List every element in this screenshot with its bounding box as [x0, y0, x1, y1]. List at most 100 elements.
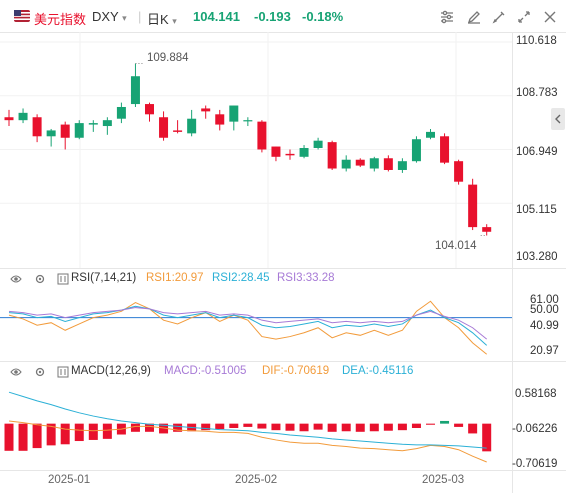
macd-line-dif [8, 420, 487, 463]
candle-body [32, 117, 42, 137]
candle-body [18, 112, 28, 121]
candlestick-plot[interactable] [0, 32, 512, 268]
rsi-tick: 20.97 [530, 345, 559, 357]
date-tick: 2025-03 [422, 474, 465, 486]
candle-body [46, 130, 56, 137]
candle-body [426, 131, 435, 138]
macd-histogram-bar [369, 423, 379, 432]
candle-body [229, 105, 239, 122]
macd-histogram-bar [74, 423, 84, 442]
macd-histogram-bar [482, 423, 492, 452]
close-icon[interactable] [541, 9, 559, 25]
rsi1-value: RSI1:20.97 [146, 272, 204, 284]
candle-body [4, 117, 14, 121]
gear-icon[interactable] [34, 273, 46, 285]
macd-histogram-bar [313, 423, 323, 430]
expand-icon[interactable] [516, 9, 534, 25]
rsi-line-rsi2 [8, 305, 488, 346]
rsi-plot[interactable] [0, 290, 512, 360]
candle-body [116, 106, 126, 119]
candle-body [327, 142, 337, 169]
macd-line-dea [8, 391, 487, 449]
price-tick: 105.115 [516, 204, 557, 216]
interval-caret: ▾ [172, 16, 177, 26]
macd-histogram-bar [130, 423, 140, 432]
candle-body [145, 104, 154, 115]
dea-value: DEA:-0.45116 [342, 365, 414, 377]
candle-body [201, 108, 211, 112]
collapse-panel-button[interactable] [551, 108, 565, 130]
candle-body [341, 159, 351, 169]
macd-histogram-bar [173, 423, 183, 432]
candle-body [440, 136, 450, 163]
candle-body [88, 123, 98, 125]
candle-body [299, 148, 309, 157]
rsi-tick: 50.00 [530, 304, 559, 316]
header-border [0, 32, 566, 33]
candle-body [257, 121, 267, 150]
macd-histogram-bar [397, 423, 407, 431]
panel-divider [0, 268, 566, 269]
candle-body [243, 120, 253, 122]
candle-body [482, 227, 492, 232]
interval-selector[interactable]: 日K ▾ [147, 9, 177, 28]
macd-histogram-bar [18, 423, 28, 451]
pen-icon[interactable] [490, 9, 508, 25]
candle-body [102, 120, 112, 127]
macd-histogram-bar [355, 423, 365, 432]
date-tick: 2025-02 [235, 474, 278, 486]
candle-body [383, 158, 393, 170]
price-tick: 110.618 [516, 35, 557, 47]
eye-icon[interactable] [10, 366, 22, 378]
gear-icon[interactable] [34, 366, 46, 378]
pencil-icon[interactable] [465, 9, 483, 25]
macd-histogram-bar [257, 423, 267, 429]
price-axis-border [512, 32, 513, 493]
macd-histogram-bar [4, 423, 14, 451]
date-tick: 2025-01 [48, 474, 91, 486]
macd-legend: MACD(12,26,9) MACD:-0.51005 DIF:-0.70619… [0, 363, 566, 381]
eye-icon[interactable] [10, 273, 22, 285]
symbol-label: DXY [92, 9, 119, 24]
macd-plot[interactable] [0, 382, 512, 470]
us-flag-icon [14, 10, 30, 22]
rsi-line-rsi3 [8, 307, 488, 340]
macd-histogram-bar [341, 423, 351, 432]
macd-histogram-bar [299, 423, 309, 432]
instrument-name: 美元指数 [34, 12, 87, 27]
macd-histogram-bar [201, 423, 211, 431]
candle-body [454, 161, 464, 182]
rsi2-value: RSI2:28.45 [212, 272, 270, 284]
symbol-selector[interactable]: DXY ▾ [92, 9, 127, 24]
price-tick: 106.949 [516, 146, 558, 158]
candle-body [411, 139, 421, 162]
candle-body [130, 76, 140, 105]
sliders-icon[interactable] [438, 9, 456, 25]
macd-histogram-bar [454, 423, 464, 427]
macd-histogram-bar [215, 423, 225, 430]
macd-histogram-bar [102, 423, 112, 439]
dif-value: DIF:-0.70619 [262, 365, 330, 377]
chevron-left-icon [555, 114, 561, 124]
indicator-icon[interactable] [57, 366, 69, 378]
rsi-legend: RSI(7,14,21) RSI1:20.97 RSI2:28.45 RSI3:… [0, 270, 566, 288]
candle-body [468, 184, 478, 228]
macd-histogram-bar [159, 423, 169, 434]
header-divider: | [138, 9, 142, 24]
candle-body [285, 153, 295, 156]
macd-histogram-bar [229, 423, 239, 428]
price-change: -0.193 [254, 9, 291, 24]
macd-histogram-bar [411, 423, 421, 428]
last-price: 104.141 [193, 9, 240, 24]
macd-histogram-bar [327, 423, 337, 432]
rsi3-value: RSI3:33.28 [277, 272, 335, 284]
macd-histogram-bar [383, 423, 393, 431]
macd-title: MACD(12,26,9) [71, 365, 151, 377]
high-marker-label: 109.884 [147, 52, 189, 64]
low-marker-label: 104.014 [435, 240, 477, 252]
candle-body [369, 158, 379, 169]
macd-tick: 0.58168 [515, 388, 557, 400]
indicator-icon[interactable] [57, 273, 69, 285]
candle-body [215, 114, 225, 125]
macd-histogram-bar [32, 423, 42, 449]
